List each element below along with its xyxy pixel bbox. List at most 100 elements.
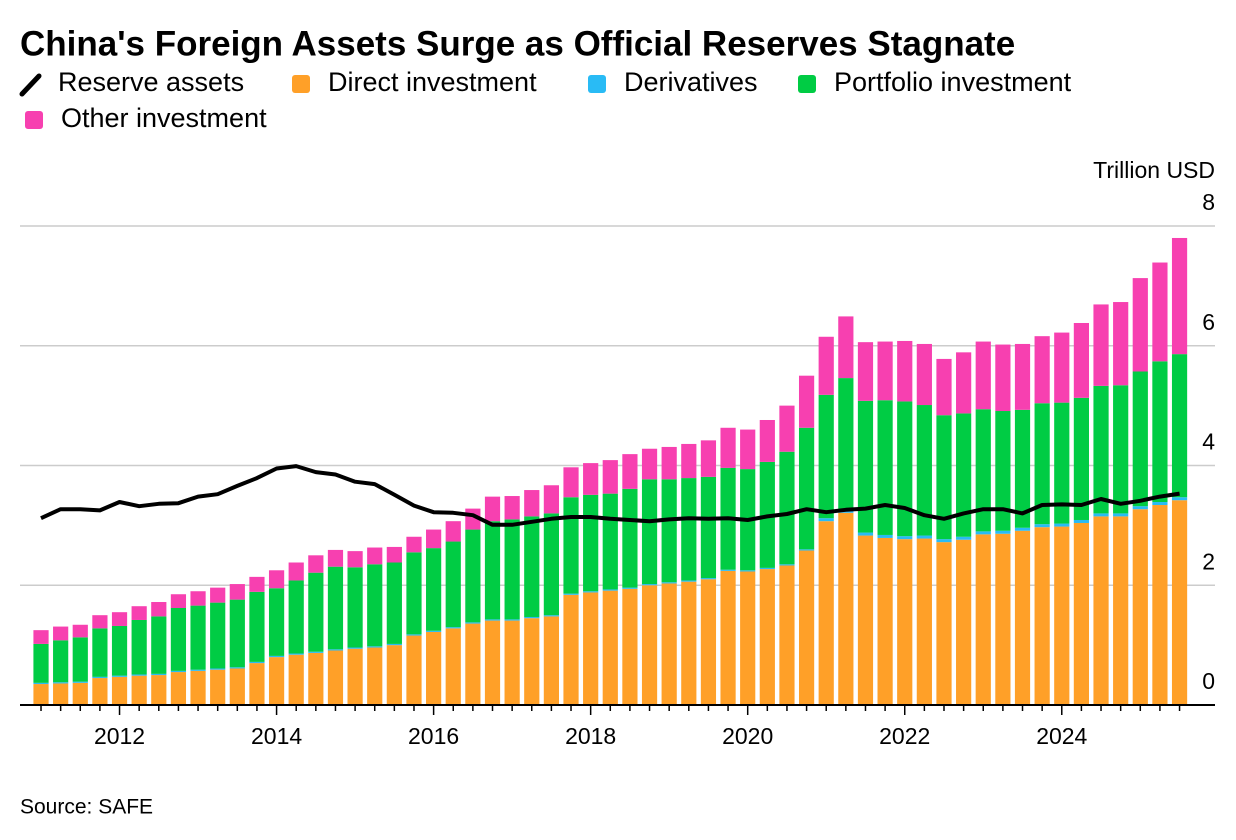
bar-segment — [779, 405, 795, 452]
bar-segment — [720, 569, 736, 571]
x-tick-label: 2018 — [565, 723, 616, 749]
bar-segment — [210, 602, 226, 669]
bar-segment — [33, 684, 49, 705]
bar-segment — [1171, 354, 1188, 498]
bar-segment — [759, 567, 775, 570]
line-series — [40, 464, 1180, 527]
bar-segment — [1054, 332, 1070, 403]
bar-segment — [1054, 523, 1070, 527]
bar-segment — [504, 519, 520, 620]
bar-segment — [1152, 502, 1168, 506]
bar-segment — [759, 419, 775, 462]
y-axis-label: Trillion USD — [1093, 157, 1215, 183]
bar-segment — [210, 669, 226, 705]
bar-segment — [111, 675, 128, 677]
legend-swatch — [798, 75, 816, 93]
bar-segment — [151, 602, 167, 617]
bar-segment — [877, 341, 893, 401]
bar-segment — [53, 682, 69, 684]
bar-segment — [818, 336, 834, 395]
bar-segment — [484, 620, 501, 705]
bar-segment — [740, 570, 756, 572]
bar-segment — [759, 569, 775, 705]
bar-segment — [700, 579, 717, 705]
bar-segment — [838, 316, 854, 379]
x-tick-label: 2014 — [251, 723, 302, 749]
bar-segment — [1093, 513, 1109, 517]
bar-segment — [347, 551, 363, 568]
bar-segment — [445, 521, 461, 542]
y-tick-label: 4 — [1202, 429, 1215, 455]
bar-segment — [661, 479, 677, 583]
bar-segment — [327, 649, 344, 651]
bar-segment — [386, 643, 402, 646]
bar-segment — [465, 623, 481, 705]
bar-segment — [426, 631, 442, 705]
bar-segment — [347, 647, 363, 649]
bar-segment — [367, 547, 383, 565]
bar-segment — [700, 578, 717, 580]
bar-segment — [426, 529, 442, 549]
legend-swatch — [292, 75, 310, 93]
bar-segment — [347, 648, 363, 705]
bar-segment — [1034, 524, 1050, 528]
bar-segment — [1073, 397, 1090, 520]
bar-segment — [33, 643, 49, 683]
bar-segment — [818, 521, 834, 705]
bar-segment — [995, 533, 1011, 705]
bar-segment — [583, 592, 599, 705]
bar-segment — [583, 591, 599, 593]
x-tick-label: 2012 — [94, 723, 145, 749]
bar-segment — [1113, 513, 1129, 517]
bar-segment — [877, 400, 893, 535]
bar-segment — [798, 427, 815, 550]
bar-segment — [268, 657, 285, 705]
y-tick-label: 8 — [1202, 189, 1215, 215]
bar-segment — [936, 358, 952, 416]
x-tick-label: 2020 — [722, 723, 773, 749]
bar-segment — [426, 548, 442, 631]
bar-segment — [249, 661, 265, 664]
bar-segment — [975, 409, 991, 532]
bar-segment — [1152, 361, 1168, 503]
bar-segment — [53, 626, 69, 641]
bar-segment — [524, 490, 540, 517]
bar-segment — [33, 682, 49, 685]
bar-segment — [347, 567, 363, 648]
bar-segment — [504, 496, 520, 520]
bar-segment — [1093, 516, 1109, 705]
bar-segment — [367, 647, 383, 705]
legend-label: Other investment — [61, 103, 267, 133]
bar-segment — [700, 440, 717, 477]
x-tick-label: 2016 — [408, 723, 459, 749]
y-tick-label: 0 — [1202, 668, 1215, 694]
bar-segment — [563, 497, 579, 594]
bar-segment — [602, 460, 618, 494]
bar-segment — [151, 673, 167, 676]
bar-segment — [956, 539, 972, 705]
bar-segment — [602, 590, 618, 705]
bar-segment — [210, 668, 226, 670]
bar-segment — [288, 654, 304, 705]
bar-segment — [602, 589, 618, 591]
bar-segment — [1113, 385, 1129, 514]
bar-segment — [916, 343, 932, 406]
bar-segment — [406, 634, 422, 636]
legend-label: Portfolio investment — [834, 67, 1072, 97]
bar-segment — [798, 549, 815, 551]
bar-segment — [975, 341, 991, 410]
bar-segment — [484, 619, 501, 621]
bar-segment — [641, 479, 658, 585]
bar-segment — [1073, 322, 1090, 398]
bar-segment — [897, 536, 913, 540]
bar-segment — [779, 451, 795, 565]
bar-segment — [111, 612, 128, 626]
bar-segment — [288, 562, 304, 581]
bar-segment — [288, 653, 304, 655]
bar-segment — [1034, 336, 1050, 404]
bar-segment — [995, 411, 1011, 531]
bar-segment — [327, 566, 344, 650]
bar-segment — [524, 618, 540, 705]
bar-segment — [92, 615, 108, 629]
bar-segment — [465, 622, 481, 624]
